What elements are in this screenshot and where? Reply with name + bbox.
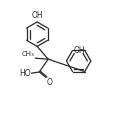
Text: HO: HO (19, 69, 31, 78)
Text: CH₃: CH₃ (22, 51, 35, 57)
Text: O: O (47, 78, 53, 87)
Text: OH: OH (73, 46, 85, 55)
Text: OH: OH (31, 11, 43, 20)
